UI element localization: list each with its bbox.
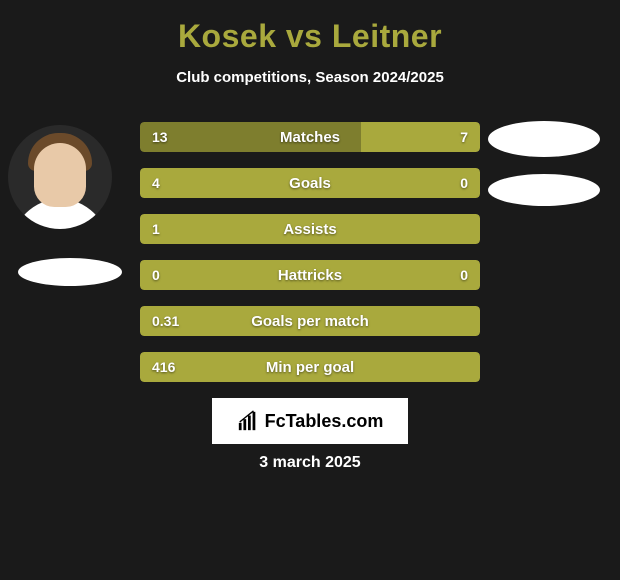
stat-value-right: 0 [460, 260, 468, 290]
stat-label: Goals per match [140, 306, 480, 336]
stat-row: 416Min per goal [140, 352, 480, 382]
date-text: 3 march 2025 [0, 454, 620, 472]
watermark-text: FcTables.com [265, 411, 384, 432]
stat-label: Goals [140, 168, 480, 198]
stat-label: Matches [140, 122, 480, 152]
page-title: Kosek vs Leitner [0, 18, 620, 55]
stat-value-right: 7 [460, 122, 468, 152]
stat-row: 0.31Goals per match [140, 306, 480, 336]
watermark: FcTables.com [212, 398, 408, 444]
chart-icon [237, 410, 259, 432]
stat-row: 4Goals0 [140, 168, 480, 198]
stat-label: Hattricks [140, 260, 480, 290]
stats-panel: 13Matches74Goals01Assists0Hattricks00.31… [140, 122, 480, 398]
stat-value-right: 0 [460, 168, 468, 198]
subtitle: Club competitions, Season 2024/2025 [0, 69, 620, 86]
player-left-avatar [8, 125, 112, 229]
player-right-avatar [488, 121, 600, 157]
stat-label: Min per goal [140, 352, 480, 382]
player-right-flag [488, 174, 600, 206]
player-left-flag [18, 258, 122, 286]
stat-row: 0Hattricks0 [140, 260, 480, 290]
stat-row: 13Matches7 [140, 122, 480, 152]
stat-row: 1Assists [140, 214, 480, 244]
stat-label: Assists [140, 214, 480, 244]
